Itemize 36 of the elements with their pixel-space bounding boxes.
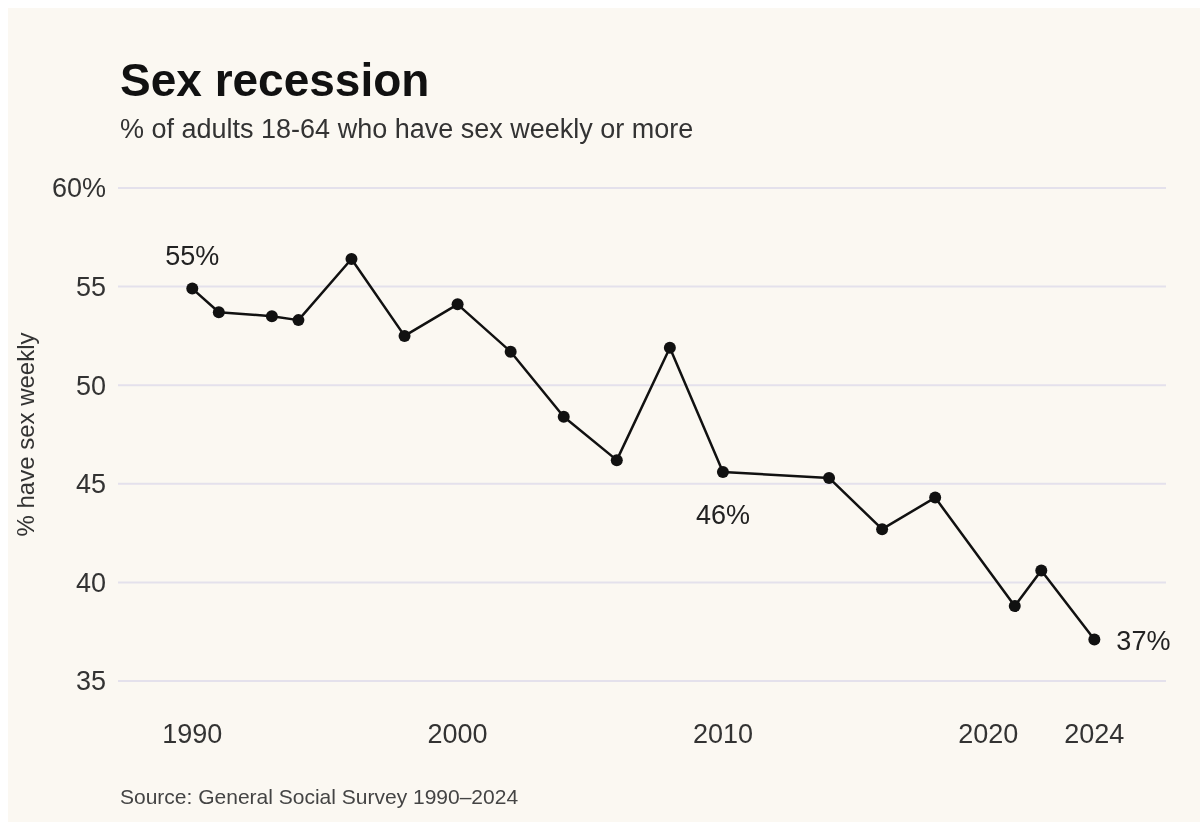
annotation: 37% [1116, 625, 1171, 656]
point [345, 252, 358, 265]
point [663, 341, 676, 354]
point [929, 491, 942, 504]
chart-title: Sex recession [120, 54, 430, 106]
point [186, 282, 199, 295]
y-tick-label: 55 [75, 272, 106, 303]
y-tick-label: 60% [51, 173, 106, 204]
point [504, 345, 517, 358]
y-tick-label: 40 [75, 567, 106, 598]
point [1088, 633, 1101, 646]
x-tick-label: 2010 [692, 719, 753, 749]
y-tick-label: 50 [75, 370, 106, 401]
point [557, 410, 570, 423]
chart-subtitle: % of adults 18-64 who have sex weekly or more [120, 114, 694, 144]
point [610, 454, 623, 467]
annotation: 55% [165, 240, 220, 271]
point [292, 314, 305, 327]
y-tick-label: 35 [75, 666, 106, 697]
y-axis-title: % have sex weekly [12, 332, 39, 537]
point [876, 523, 889, 536]
annotation: 46% [695, 499, 750, 530]
point [823, 471, 836, 484]
x-tick-label: 2020 [958, 719, 1019, 749]
x-tick-label: 2000 [427, 719, 488, 749]
point [1035, 564, 1048, 577]
y-tick-label: 45 [75, 469, 106, 500]
point [398, 329, 411, 342]
point [265, 310, 278, 323]
point [451, 298, 464, 311]
x-tick-label: 1990 [162, 719, 223, 749]
x-tick-label: 2024 [1064, 719, 1125, 749]
point [716, 465, 729, 478]
point [1008, 600, 1021, 613]
source-note: Source: General Social Survey 1990–2024 [120, 785, 519, 808]
point [212, 306, 225, 319]
